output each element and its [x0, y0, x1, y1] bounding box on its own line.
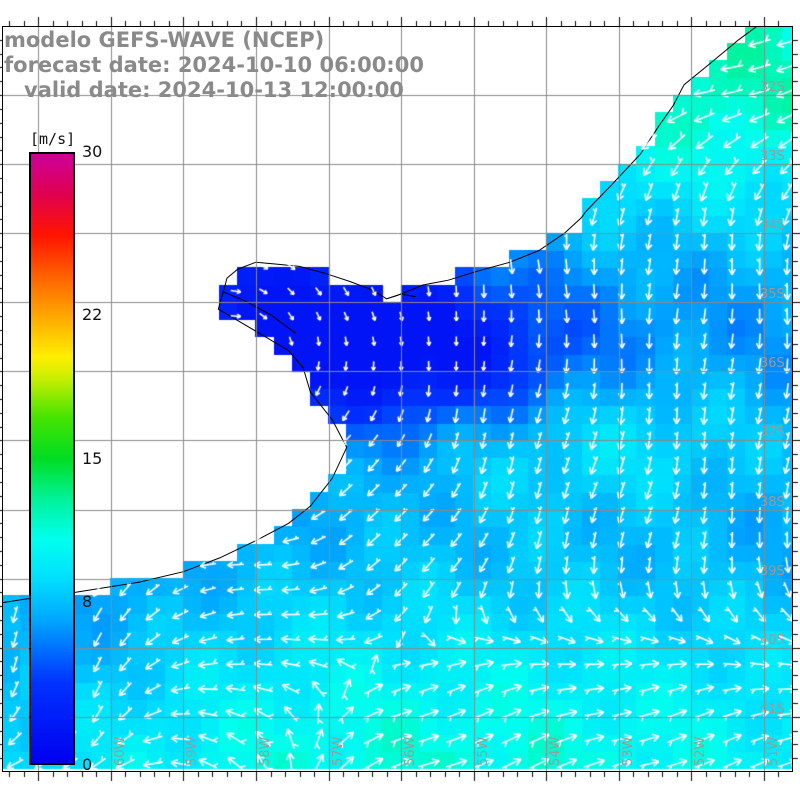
lat-label-34S: 34S	[760, 218, 785, 234]
lat-label-41S: 41S	[760, 701, 785, 717]
lon-label-55W: 55W	[475, 736, 491, 766]
lon-label-60W: 60W	[112, 736, 128, 766]
lat-label-32S: 32S	[760, 80, 785, 96]
left-axis-ticks	[0, 26, 2, 772]
lat-label-33S: 33S	[760, 149, 785, 165]
lat-label-40S: 40S	[760, 632, 785, 648]
lon-label-51W: 51W	[765, 736, 781, 766]
lon-label-54W: 54W	[548, 736, 564, 766]
lon-label-58W: 58W	[257, 736, 273, 766]
colorbar-tick-22: 22	[82, 305, 103, 325]
colorbar-tick-8: 8	[82, 591, 93, 611]
lon-label-59W: 59W	[185, 736, 201, 766]
lon-label-56W: 56W	[403, 736, 419, 766]
bottom-axis-ticks	[2, 772, 793, 786]
colorbar-tick-0: 0	[82, 755, 93, 774]
map-clip	[2, 26, 793, 772]
top-axis-ticks	[2, 12, 793, 26]
lat-label-39S: 39S	[760, 563, 785, 579]
lat-label-36S: 36S	[760, 356, 785, 372]
colorbar-units-label: [m/s]	[30, 130, 76, 148]
lon-label-53W: 53W	[620, 736, 636, 766]
map-plot-area	[2, 26, 793, 772]
graticule-grid	[2, 26, 793, 772]
right-axis-ticks	[793, 26, 800, 772]
colorbar-gradient	[29, 152, 75, 765]
lat-label-38S: 38S	[760, 494, 785, 510]
lon-label-57W: 57W	[330, 736, 346, 766]
lat-label-35S: 35S	[760, 287, 785, 303]
lon-label-52W: 52W	[693, 736, 709, 766]
colorbar-tick-30: 30	[82, 142, 103, 161]
colorbar-tick-15: 15	[82, 448, 103, 468]
lat-label-37S: 37S	[760, 425, 785, 441]
